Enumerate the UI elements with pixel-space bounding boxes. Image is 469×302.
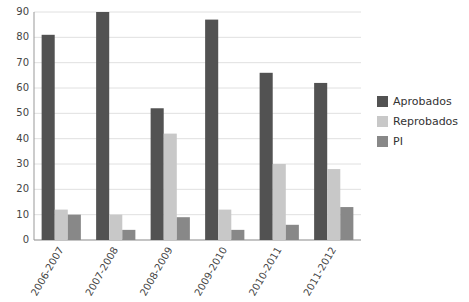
grid-line — [34, 37, 361, 38]
x-tick-label: 2009-2010 — [192, 245, 229, 298]
y-axis: 0 10 20 30 40 50 60 70 80 90 — [16, 6, 29, 245]
legend: Aprobados Reprobados PI — [377, 95, 458, 148]
legend-label: Reprobados — [393, 115, 458, 128]
y-tick-label: 30 — [16, 158, 29, 169]
grid-line — [34, 240, 361, 241]
bar — [260, 73, 273, 240]
legend-swatch — [377, 116, 388, 127]
chart-container: 01020304050607080902006-20072007-2008200… — [0, 0, 469, 302]
legend-swatch — [377, 136, 388, 147]
bar — [55, 210, 68, 240]
bar — [177, 217, 190, 240]
y-tick-label: 20 — [16, 183, 29, 194]
grid-line — [34, 214, 361, 215]
x-tick-label: 2010-2011 — [247, 245, 284, 298]
grid-line — [34, 12, 361, 13]
x-tick-label: 2007-2008 — [83, 245, 120, 298]
grid-line — [34, 164, 361, 165]
bar — [340, 207, 353, 240]
y-tick-label: 10 — [16, 209, 29, 220]
bar — [231, 230, 244, 240]
x-tick-label: 2011-2012 — [301, 245, 338, 298]
legend-swatch — [377, 96, 388, 107]
x-axis: 2006-2007 2007-2008 2008-2009 2009-2010 2010… — [29, 245, 338, 298]
bar — [218, 210, 231, 240]
bar — [314, 83, 327, 240]
bar — [286, 225, 299, 240]
y-axis-line — [34, 12, 35, 240]
chart-svg: 01020304050607080902006-20072007-2008200… — [0, 0, 469, 302]
bar — [122, 230, 135, 240]
y-tick-label: 70 — [16, 57, 29, 68]
bar — [96, 12, 109, 240]
y-tick-label: 60 — [16, 82, 29, 93]
legend-label: Aprobados — [393, 95, 452, 108]
bar — [68, 215, 81, 240]
grid — [34, 12, 361, 240]
bars — [42, 12, 354, 240]
legend-label: PI — [393, 135, 403, 148]
x-axis-line — [34, 240, 361, 241]
y-tick-label: 90 — [16, 6, 29, 17]
grid-line — [34, 62, 361, 63]
bar — [273, 164, 286, 240]
grid-line — [34, 113, 361, 114]
y-tick-label: 0 — [23, 234, 29, 245]
y-tick-label: 50 — [16, 107, 29, 118]
bar — [42, 35, 55, 240]
bar — [205, 20, 218, 240]
x-tick-label: 2006-2007 — [29, 245, 66, 298]
y-tick-label: 80 — [16, 31, 29, 42]
bar — [327, 169, 340, 240]
grid-line — [34, 88, 361, 89]
grid-line — [34, 138, 361, 139]
bar — [109, 215, 122, 240]
y-tick-label: 40 — [16, 133, 29, 144]
x-tick-label: 2008-2009 — [138, 245, 175, 298]
bar — [164, 134, 177, 240]
grid-line — [34, 189, 361, 190]
bar — [151, 108, 164, 240]
